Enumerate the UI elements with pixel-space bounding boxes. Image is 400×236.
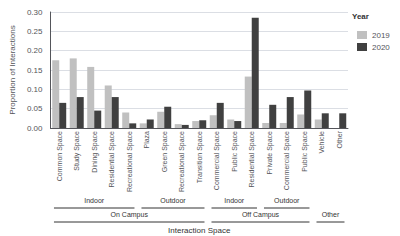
svg-text:Recreational Space: Recreational Space [126, 131, 134, 192]
svg-text:0.10: 0.10 [27, 85, 43, 94]
svg-text:Other: Other [336, 130, 343, 148]
svg-text:Interaction Space: Interaction Space [168, 226, 231, 235]
svg-text:Commercial Space: Commercial Space [283, 131, 291, 190]
svg-text:0.25: 0.25 [27, 27, 43, 36]
svg-text:Other: Other [322, 211, 340, 218]
svg-text:Indoor: Indoor [224, 197, 245, 204]
svg-text:Common Space: Common Space [56, 131, 64, 181]
svg-text:Transition Space: Transition Space [196, 131, 204, 183]
svg-text:2020: 2020 [372, 43, 390, 52]
svg-text:Recreational Space: Recreational Space [178, 131, 186, 192]
svg-text:0.05: 0.05 [27, 104, 43, 113]
svg-text:On Campus: On Campus [111, 211, 149, 219]
svg-text:Private Space: Private Space [266, 131, 274, 175]
svg-text:Residential Space: Residential Space [248, 131, 256, 188]
svg-text:2019: 2019 [372, 31, 390, 40]
svg-text:0.00: 0.00 [27, 124, 43, 133]
svg-text:Public Space: Public Space [231, 131, 239, 172]
svg-text:Off Campus: Off Campus [242, 211, 280, 219]
svg-text:Vehicle: Vehicle [318, 131, 325, 154]
svg-text:Outdoor: Outdoor [160, 197, 186, 204]
svg-text:Plaza: Plaza [143, 131, 150, 149]
svg-text:Commercial Space: Commercial Space [213, 131, 221, 190]
svg-text:0.20: 0.20 [27, 46, 43, 55]
svg-text:Year: Year [352, 12, 369, 21]
svg-text:Public Space: Public Space [301, 131, 309, 172]
svg-text:Proportion of Interactions: Proportion of Interactions [8, 25, 17, 114]
svg-text:0.15: 0.15 [27, 66, 43, 75]
svg-text:Study Space: Study Space [73, 131, 81, 171]
svg-text:Green Space: Green Space [161, 131, 169, 172]
svg-text:Dining Space: Dining Space [91, 131, 99, 173]
svg-text:Residential Space: Residential Space [108, 131, 116, 188]
svg-text:Indoor: Indoor [84, 197, 105, 204]
svg-text:0.30: 0.30 [27, 8, 43, 17]
svg-text:Outdoor: Outdoor [274, 197, 300, 204]
